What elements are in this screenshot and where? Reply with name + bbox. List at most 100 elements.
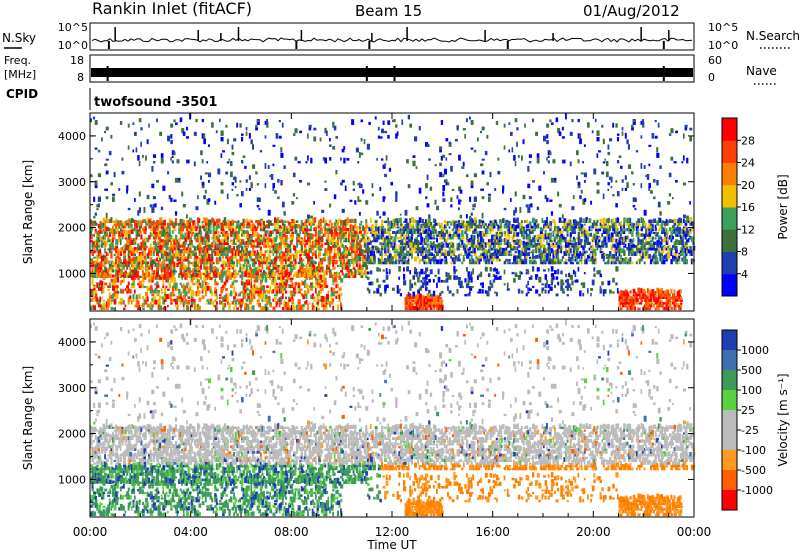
power-cell	[346, 254, 348, 259]
power-cell	[634, 307, 636, 311]
power-cell	[173, 119, 175, 122]
power-cell	[170, 134, 172, 139]
beam-label: Beam 15	[355, 2, 422, 20]
power-cell	[203, 286, 206, 291]
power-cell	[689, 246, 691, 251]
power-cell	[419, 229, 421, 231]
power-cell	[232, 226, 234, 228]
power-cell	[213, 305, 215, 308]
power-cell	[579, 217, 582, 223]
power-cell	[508, 235, 510, 240]
power-cell	[639, 248, 641, 251]
power-cell	[307, 307, 309, 310]
power-cell	[254, 251, 256, 254]
power-cell	[205, 172, 208, 174]
power-cell	[184, 299, 187, 302]
power-cell	[95, 120, 98, 125]
power-cell	[516, 232, 519, 237]
power-cell	[339, 232, 341, 237]
nsky-panel-frame	[90, 23, 694, 50]
power-cell	[617, 256, 619, 261]
power-cell	[678, 254, 680, 256]
power-cell	[324, 226, 326, 229]
power-cell	[521, 220, 523, 223]
power-cell	[299, 241, 302, 245]
power-cell	[134, 268, 136, 273]
power-cell	[173, 294, 175, 296]
power-cell	[332, 283, 334, 285]
power-cell	[406, 223, 409, 229]
power-cell	[107, 228, 110, 231]
power-cell	[225, 125, 227, 128]
power-cell	[203, 138, 206, 144]
power-cell	[644, 223, 647, 226]
power-cell	[216, 247, 218, 250]
power-cell	[663, 302, 666, 304]
power-cell	[420, 237, 422, 240]
power-cell	[549, 232, 552, 236]
power-cell	[107, 253, 109, 256]
power-cell	[648, 307, 651, 310]
power-cell	[326, 237, 328, 240]
power-cell	[208, 254, 211, 256]
power-cell	[206, 228, 208, 231]
power-cell	[666, 235, 668, 237]
power-cell	[93, 234, 95, 237]
power-cell	[293, 220, 295, 223]
power-cell	[298, 237, 301, 240]
power-cell	[151, 274, 153, 277]
power-cell	[241, 271, 244, 277]
freq-tick-top: 18	[70, 54, 84, 67]
power-cell	[235, 280, 238, 283]
power-cell	[493, 256, 495, 262]
power-cell	[239, 180, 241, 182]
power-cell	[143, 207, 145, 213]
power-cell	[641, 233, 644, 237]
power-cell	[313, 307, 316, 310]
power-cell	[427, 256, 429, 259]
power-cell	[315, 250, 317, 253]
power-cell	[486, 226, 489, 229]
power-cell	[475, 231, 477, 234]
power-cell	[655, 294, 658, 296]
power-cell	[142, 270, 144, 272]
power-cell	[221, 137, 224, 141]
power-cell	[397, 237, 400, 240]
power-cell	[235, 221, 237, 223]
power-cell	[93, 245, 95, 248]
power-cell	[227, 161, 230, 163]
power-cell	[104, 261, 107, 264]
power-cell	[516, 242, 518, 245]
power-cell	[244, 272, 247, 278]
power-cell	[408, 262, 410, 264]
power-cell	[655, 237, 657, 239]
power-cell	[129, 246, 132, 250]
power-cell	[150, 204, 153, 207]
nsky-tick-top: 10^5	[58, 21, 88, 34]
power-cell	[186, 136, 189, 138]
power-cell	[331, 275, 333, 277]
power-cell	[658, 229, 660, 232]
power-cell	[230, 172, 233, 178]
power-cell	[252, 164, 255, 169]
power-cell	[501, 239, 503, 242]
power-cell	[228, 268, 230, 270]
power-cell	[305, 265, 307, 267]
power-cell	[310, 256, 313, 258]
power-cell	[326, 223, 328, 226]
power-cell	[191, 251, 193, 254]
power-cell	[298, 282, 300, 285]
power-cell	[98, 150, 100, 153]
nsky-label: N.Sky	[2, 31, 36, 45]
power-cell	[221, 153, 223, 158]
power-cell	[206, 299, 209, 302]
power-cell	[161, 291, 164, 293]
power-cell	[636, 294, 638, 299]
power-cell	[318, 300, 320, 302]
power-cell	[445, 261, 447, 264]
power-cell	[630, 229, 633, 231]
power-cell	[117, 272, 119, 275]
power-cell	[180, 283, 182, 286]
power-cell	[243, 155, 246, 157]
power-cell	[227, 233, 229, 237]
